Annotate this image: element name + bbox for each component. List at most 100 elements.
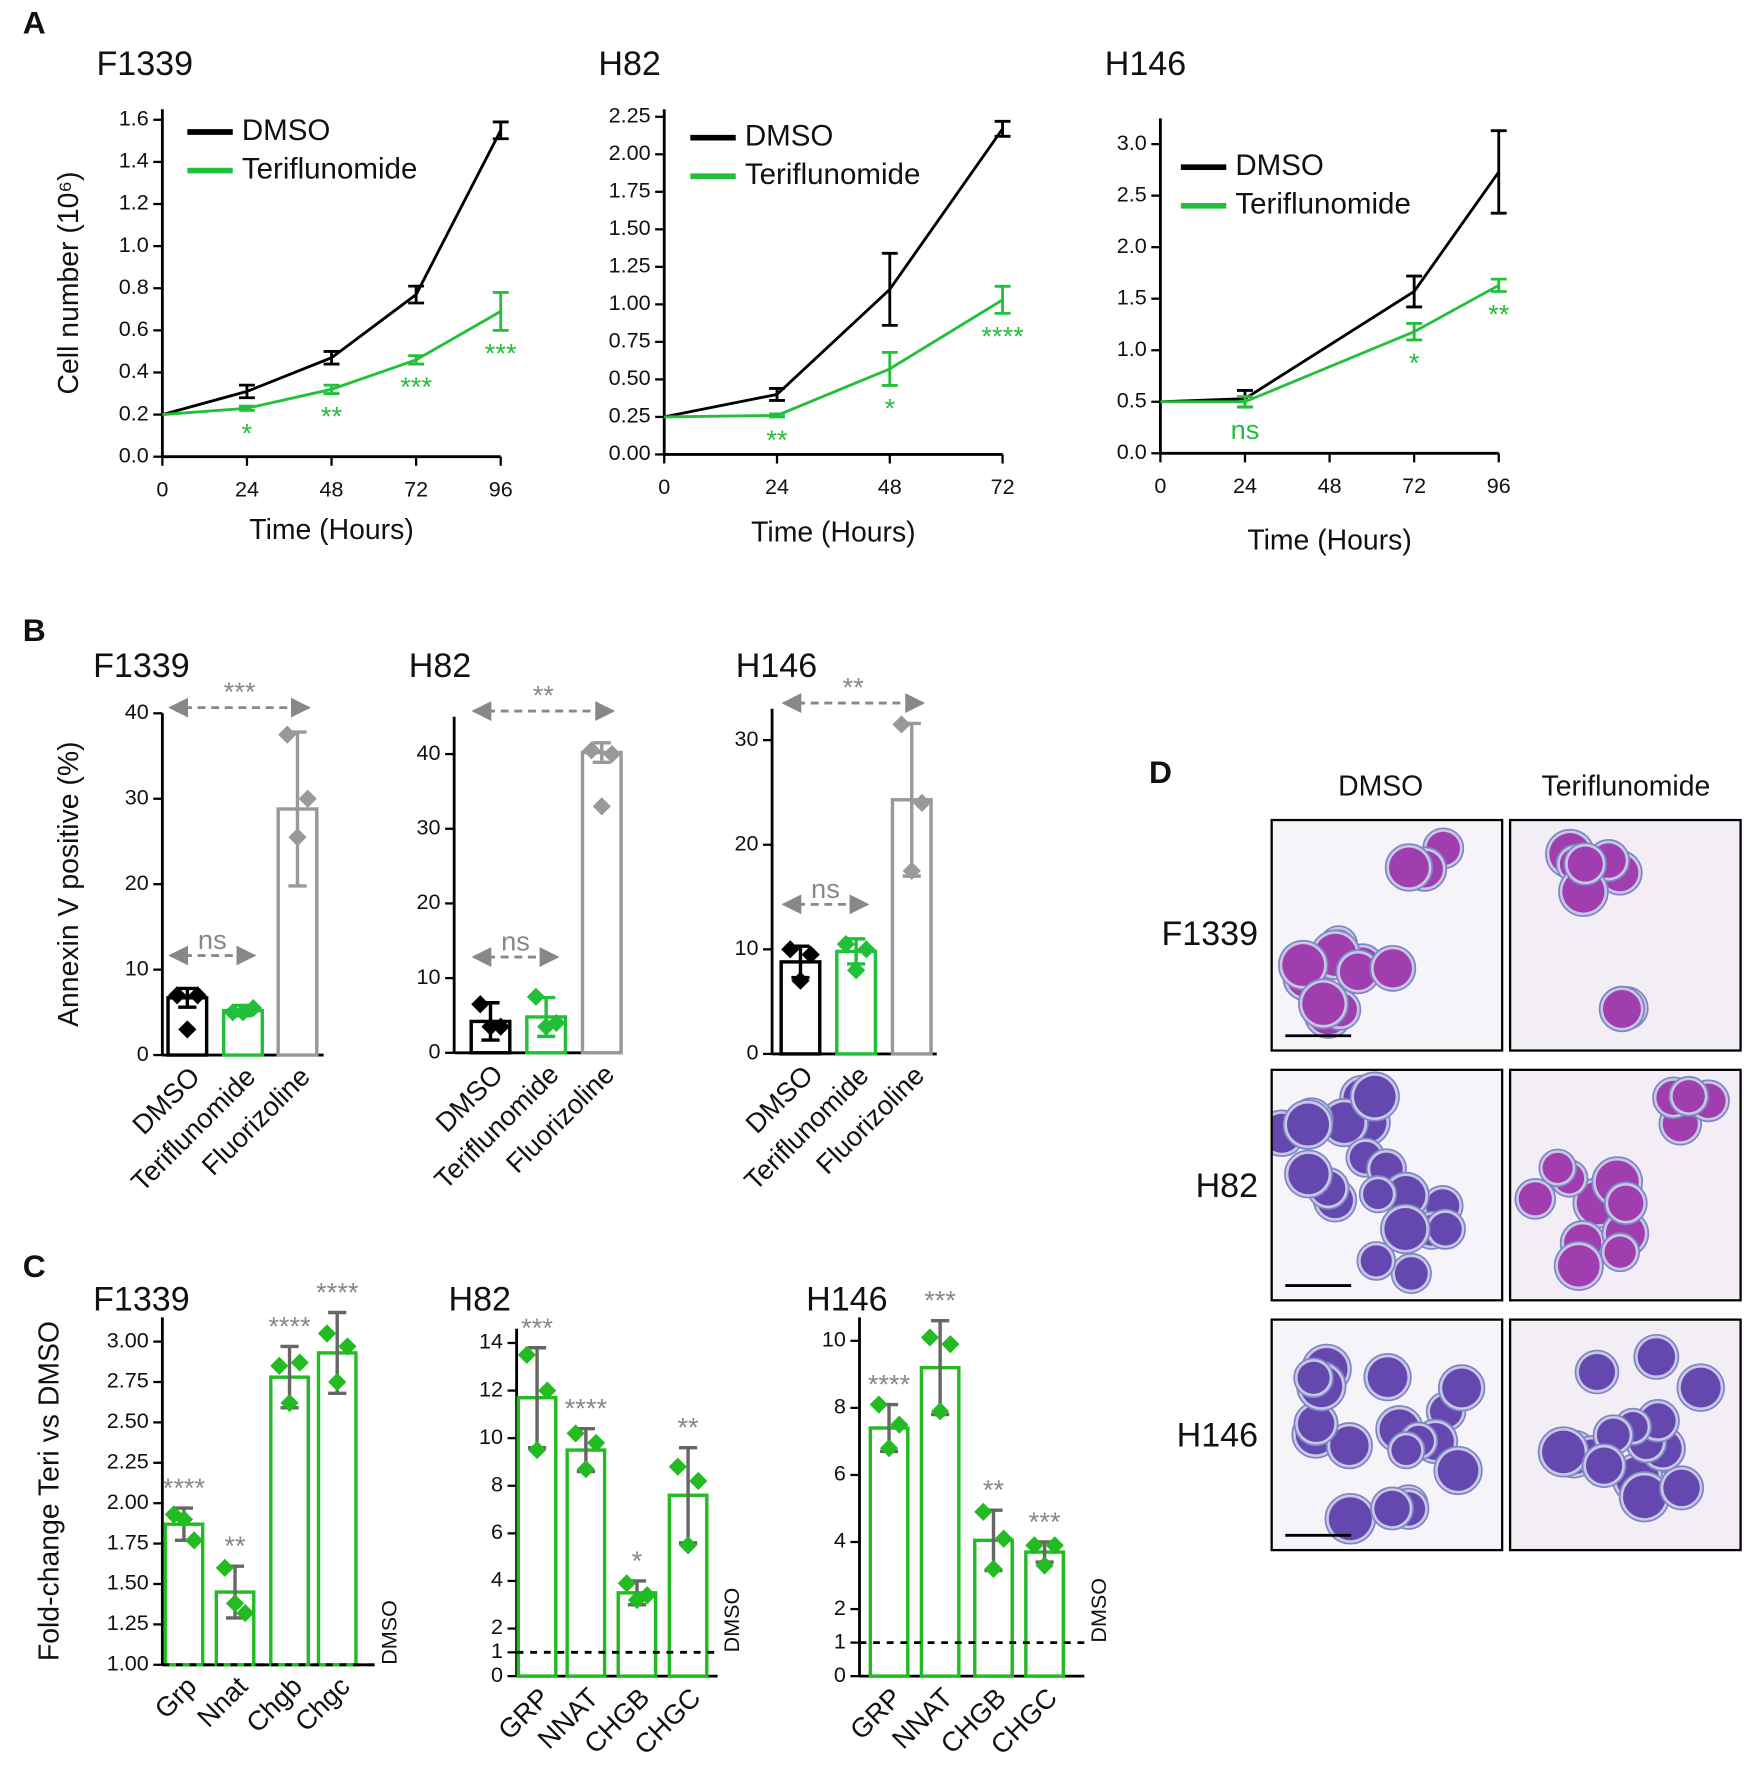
data-point xyxy=(538,1381,557,1400)
micrograph xyxy=(1270,1068,1504,1302)
y-tick-label: 1.0 xyxy=(1117,336,1147,361)
x-tick-label: 0 xyxy=(658,474,670,499)
y-tick-label: 1.75 xyxy=(107,1529,149,1554)
micrograph xyxy=(1508,1318,1742,1552)
data-point xyxy=(994,1529,1013,1548)
error-bar xyxy=(881,350,898,387)
micrograph-frame xyxy=(1270,1318,1504,1552)
y-tick-label: 2.0 xyxy=(1117,233,1147,258)
micrograph xyxy=(1508,1068,1742,1302)
data-point xyxy=(236,1603,255,1623)
panel-label: C xyxy=(23,1248,46,1284)
data-point xyxy=(892,715,911,734)
data-point xyxy=(879,1439,899,1458)
micrograph xyxy=(1270,1318,1504,1552)
error-bar xyxy=(769,412,785,419)
data-point xyxy=(984,1559,1003,1578)
y-tick-label: 10 xyxy=(734,935,758,960)
cell-layer xyxy=(1271,1071,1466,1295)
micrograph xyxy=(1508,818,1742,1052)
cell-nucleus xyxy=(1302,982,1345,1025)
cell-layer xyxy=(1537,1333,1725,1523)
y-tick-label: 0.00 xyxy=(609,440,651,465)
y-tick-label: 20 xyxy=(734,830,758,855)
micrograph-frame xyxy=(1508,1068,1742,1302)
y-tick-label: 0.2 xyxy=(119,400,149,425)
y-tick-label: 0 xyxy=(429,1039,441,1064)
y-tick-label: 0.50 xyxy=(609,365,651,390)
error-bar xyxy=(881,251,898,327)
significance-label: **** xyxy=(316,1277,359,1308)
significance-label: ** xyxy=(677,1412,699,1443)
comparison-label: *** xyxy=(224,676,256,707)
data-point xyxy=(526,987,545,1006)
error-bar xyxy=(1406,274,1423,309)
error-bar xyxy=(1406,322,1423,342)
error-bar xyxy=(1490,277,1507,293)
significance-label: *** xyxy=(924,1285,956,1316)
error-bar xyxy=(994,119,1011,138)
x-tick-label: Nnat xyxy=(191,1670,254,1733)
comparison-label: ns xyxy=(198,924,227,955)
data-point xyxy=(471,995,490,1014)
row-label: F1339 xyxy=(1161,915,1258,953)
y-tick-label: 30 xyxy=(417,814,441,839)
error-bar xyxy=(1237,395,1253,409)
significance-label: ** xyxy=(1488,299,1510,330)
error-bar xyxy=(323,350,340,366)
data-point xyxy=(288,828,307,847)
cell-nucleus xyxy=(1429,1212,1462,1246)
cell-nucleus xyxy=(1558,1245,1600,1287)
error-bar xyxy=(178,986,197,1009)
cell-nucleus xyxy=(1637,1338,1676,1376)
error-bar xyxy=(592,741,611,764)
y-tick-label: 20 xyxy=(417,889,441,914)
x-tick-label: 0 xyxy=(1154,473,1166,498)
reference-label: DMSO xyxy=(376,1600,401,1665)
data-point xyxy=(290,1353,309,1372)
x-tick-label: 48 xyxy=(1318,473,1342,498)
significance-label: **** xyxy=(163,1472,206,1503)
cell-layer xyxy=(1277,827,1465,1039)
data-point xyxy=(781,940,800,959)
data-point xyxy=(801,945,820,964)
y-axis-label: Cell number (10⁶) xyxy=(53,171,85,394)
error-bar xyxy=(994,284,1011,315)
data-point xyxy=(912,793,932,812)
data-point xyxy=(174,1510,194,1529)
cell-nucleus xyxy=(1672,1080,1705,1113)
y-tick-label: 0.25 xyxy=(609,403,651,428)
y-tick-label: 8 xyxy=(491,1471,503,1496)
y-tick-label: 30 xyxy=(125,784,149,809)
cell-nucleus xyxy=(1623,1475,1666,1519)
significance-label: * xyxy=(632,1545,643,1576)
y-tick-label: 6 xyxy=(834,1461,846,1486)
y-tick-label: 2 xyxy=(834,1595,846,1620)
x-tick-label: 96 xyxy=(489,476,513,501)
row-label: H146 xyxy=(1177,1417,1258,1455)
cell-nucleus xyxy=(1518,1182,1552,1216)
significance-label: ** xyxy=(321,401,343,432)
cell-nucleus xyxy=(1288,1153,1329,1195)
data-point xyxy=(185,1531,204,1550)
y-tick-label: 3.0 xyxy=(1117,130,1147,155)
cell-nucleus xyxy=(1363,1179,1393,1210)
data-point xyxy=(1035,1556,1054,1575)
data-point xyxy=(974,1502,993,1521)
error-bar xyxy=(239,404,255,412)
cell-nucleus xyxy=(1663,1469,1700,1507)
y-tick-label: 1.50 xyxy=(107,1570,149,1595)
cell-nucleus xyxy=(1389,847,1429,888)
error-bar xyxy=(492,291,509,332)
cell-layer xyxy=(1545,828,1649,1033)
panel-label: B xyxy=(23,612,46,648)
data-point xyxy=(215,1558,234,1577)
significance-label: *** xyxy=(400,371,432,402)
x-tick-label: 0 xyxy=(156,476,168,501)
y-tick-label: 3.00 xyxy=(107,1327,149,1352)
cell-nucleus xyxy=(1604,1236,1636,1268)
cell-nucleus xyxy=(1354,1075,1396,1118)
y-tick-label: 4 xyxy=(491,1567,503,1592)
y-tick-label: 1.0 xyxy=(119,232,149,257)
micrograph-frame xyxy=(1508,1318,1742,1552)
